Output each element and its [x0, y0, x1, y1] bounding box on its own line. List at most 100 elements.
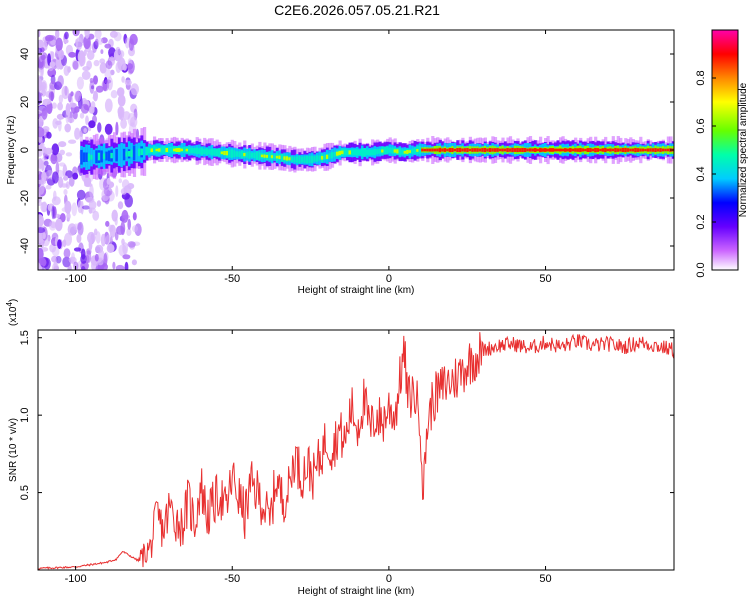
noise-blob: [57, 176, 64, 188]
ridge-cell: [539, 147, 543, 153]
noise-blob: [93, 90, 98, 102]
ridge-cell: [373, 149, 377, 156]
noise-blob: [93, 228, 98, 236]
ridge-cell: [80, 149, 84, 165]
noise-blob: [87, 231, 96, 244]
ridge-cell: [258, 151, 262, 160]
ridge-cell: [170, 147, 174, 153]
ridge-cell: [298, 155, 302, 164]
ridge-cell: [491, 148, 495, 152]
ridge-cell: [574, 148, 578, 152]
ridge-cell: [253, 152, 257, 159]
ridge-cell: [513, 148, 518, 152]
spectrogram-data: [38, 30, 674, 270]
noise-blob: [122, 111, 131, 120]
ridge-cell: [366, 149, 370, 156]
ridge-cell: [280, 153, 284, 162]
ridge-cell: [586, 148, 590, 152]
ridge-cell: [393, 149, 397, 153]
noise-blob: [63, 189, 68, 196]
noise-blob: [88, 120, 96, 129]
noise-blob: [51, 143, 60, 156]
ridge-cell: [155, 148, 159, 152]
noise-blob: [117, 201, 124, 210]
ridge-cell: [248, 151, 252, 159]
ridge-cell: [388, 147, 392, 153]
ridge-cell: [300, 156, 305, 163]
y-tick-label: 1.0: [19, 408, 31, 423]
ridge-cell: [664, 148, 668, 152]
colorbar-tick-label: 0.4: [695, 166, 707, 181]
noise-blob: [67, 117, 75, 123]
ridge-cell: [303, 156, 307, 164]
ridge-cell: [205, 148, 209, 156]
ridge-cell: [448, 148, 452, 153]
noise-blob: [81, 205, 91, 210]
ridge-cell: [453, 148, 457, 152]
noise-blob: [110, 90, 118, 99]
noise-blob: [55, 218, 63, 232]
ridge-cell: [596, 148, 600, 152]
ridge-cell: [506, 148, 510, 152]
noise-blob: [57, 75, 64, 88]
noise-blob: [104, 98, 113, 113]
noise-blob: [40, 242, 44, 249]
ridge-cell: [536, 148, 540, 152]
ridge-cell: [90, 154, 94, 160]
noise-blob: [38, 264, 43, 270]
ridge-cell: [666, 148, 670, 152]
noise-blob: [132, 212, 137, 221]
ridge-cell: [433, 148, 437, 152]
noise-blob: [71, 202, 78, 217]
ridge-cell: [471, 148, 475, 152]
ridge-cell: [651, 148, 655, 152]
noise-blob: [55, 213, 61, 219]
noise-blob: [59, 162, 66, 167]
ridge-cell: [458, 147, 462, 153]
ridge-cell: [523, 148, 528, 152]
noise-blob: [79, 112, 85, 119]
ridge-cell: [305, 155, 310, 164]
ridge-cell: [255, 151, 259, 160]
noise-blob: [51, 246, 60, 257]
ridge-cell: [220, 151, 224, 155]
noise-blob: [96, 200, 102, 207]
ridge-cell: [361, 148, 365, 157]
x-tick-label: -100: [65, 273, 87, 285]
noise-blob: [83, 176, 92, 187]
noise-blob: [105, 220, 110, 227]
ridge-cell: [263, 154, 267, 158]
noise-blob: [104, 123, 113, 135]
ridge-cell: [619, 148, 623, 152]
noise-blob: [115, 264, 125, 270]
ridge-cell: [143, 143, 147, 160]
noise-blob: [38, 39, 44, 48]
ridge-cell: [443, 148, 447, 152]
ridge-cell: [488, 148, 492, 152]
ridge-cell: [363, 148, 367, 157]
ridge-cell: [451, 148, 455, 152]
ridge-cell: [153, 145, 157, 155]
snr-frame: [37, 329, 675, 571]
ridge-cell: [421, 148, 425, 152]
ridge-cell: [381, 149, 385, 153]
ridge-cell: [468, 148, 472, 152]
noise-blob: [104, 43, 112, 49]
noise-blob: [71, 252, 75, 263]
ridge-cell: [315, 155, 320, 162]
noise-blob: [76, 76, 84, 90]
x-tick-label: -50: [224, 573, 240, 585]
ridge-cell: [330, 152, 335, 159]
x-tick-label: 0: [386, 573, 392, 585]
ridge-cell: [100, 150, 104, 163]
ridge-cell: [180, 148, 184, 152]
ridge-cell: [198, 148, 202, 154]
noise-blob: [73, 261, 79, 270]
noise-blob: [73, 247, 82, 252]
ridge-cell: [403, 150, 407, 154]
ridge-cell: [616, 148, 620, 152]
noise-blob: [38, 227, 46, 234]
noise-blob: [121, 76, 125, 83]
ridge-cell: [203, 148, 207, 155]
spectrogram-y-ticks: -40 -20 0 20 40: [19, 48, 674, 254]
